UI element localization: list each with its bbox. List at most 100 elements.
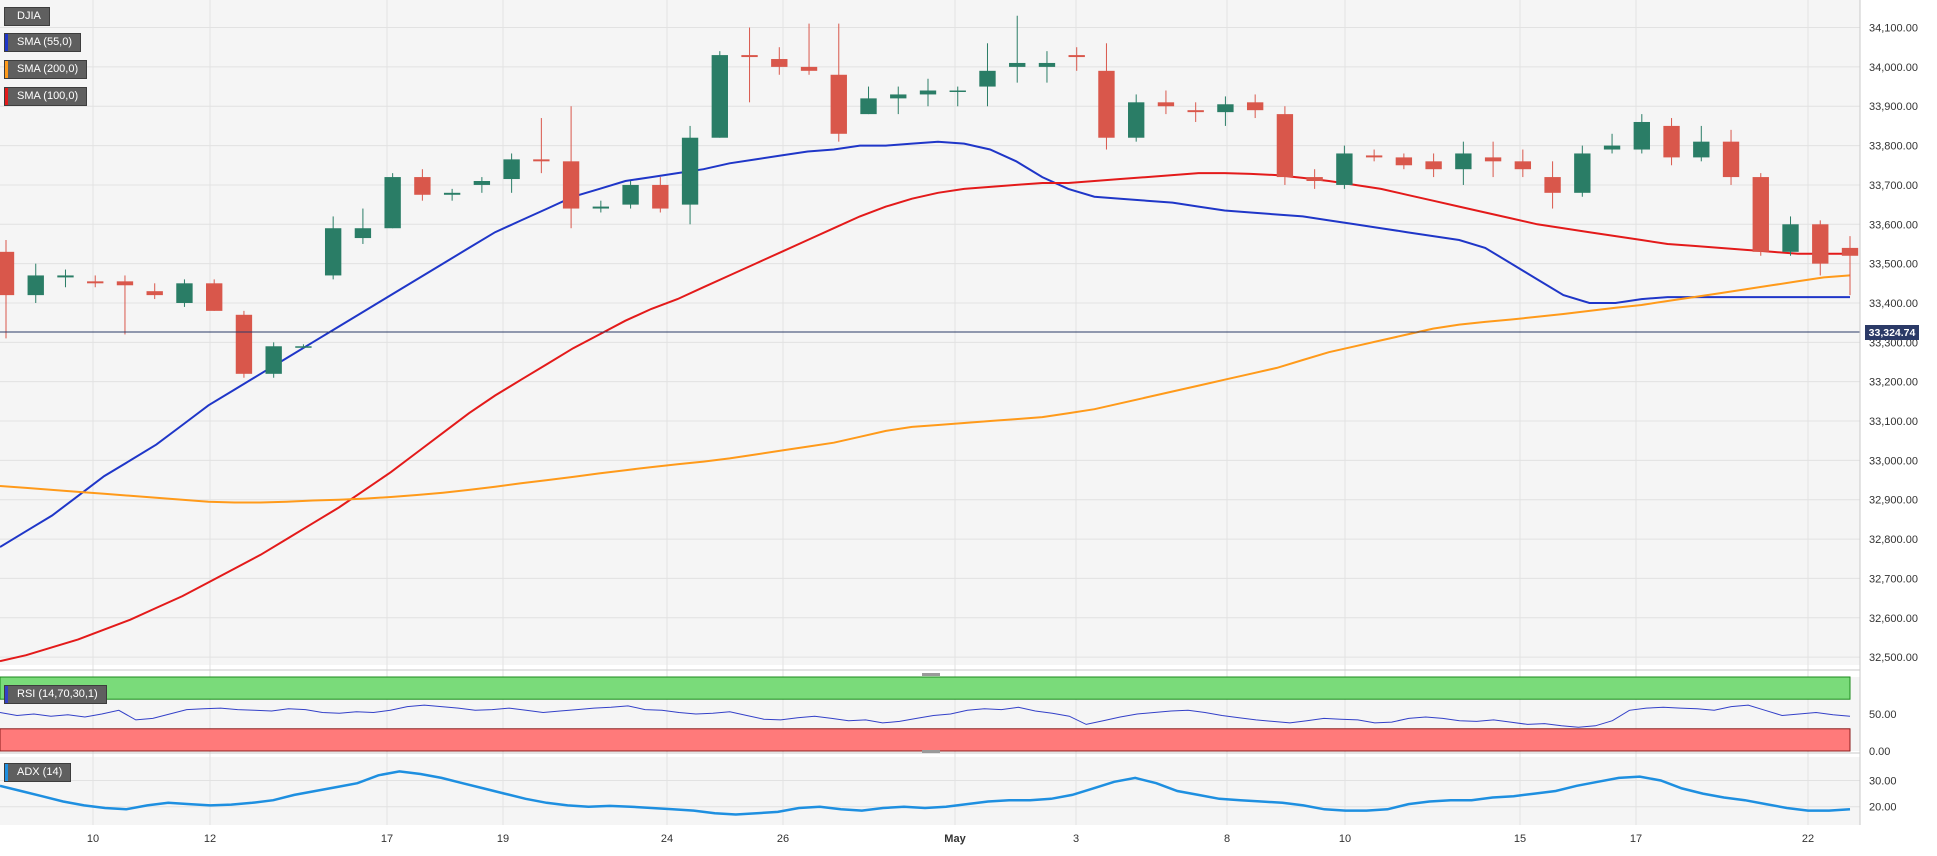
candle-body xyxy=(711,55,728,138)
candle-body xyxy=(0,251,15,296)
candle-body xyxy=(265,346,282,374)
x-tick-label: 10 xyxy=(1339,833,1351,845)
candle-body xyxy=(1068,55,1085,58)
candle-body xyxy=(1217,104,1234,113)
pane-resize-handle-adx[interactable] xyxy=(922,750,940,753)
candle-body xyxy=(652,184,669,209)
legend-symbol[interactable]: DJIA xyxy=(4,7,50,26)
candle-body xyxy=(1365,155,1383,158)
candle-body xyxy=(206,283,223,311)
x-tick-label: 3 xyxy=(1073,833,1079,845)
candle-body xyxy=(741,55,758,58)
sma55-swatch xyxy=(5,34,8,51)
x-tick-label: 15 xyxy=(1514,833,1526,845)
candle-body xyxy=(1782,224,1799,252)
rsi-oversold-band xyxy=(0,728,1851,752)
y-tick-label: 33,500.00 xyxy=(1869,259,1918,271)
candle-body xyxy=(1098,70,1115,138)
candle-body xyxy=(384,177,401,229)
candle-body xyxy=(1128,102,1145,138)
candle-body xyxy=(87,281,104,284)
candle-body xyxy=(919,90,937,95)
candle-body xyxy=(176,283,193,303)
rsi-label: RSI (14,70,30,1) xyxy=(17,688,98,700)
candle-body xyxy=(1395,157,1413,166)
legend-rsi[interactable]: RSI (14,70,30,1) xyxy=(4,685,107,704)
y-tick-label: 32,700.00 xyxy=(1869,573,1918,585)
candle-body xyxy=(1455,153,1472,170)
candle-body xyxy=(562,161,580,209)
rsi-overbought-band xyxy=(0,676,1851,700)
candle-body xyxy=(1574,153,1591,193)
candle-body xyxy=(1246,102,1264,111)
x-tick-label: 24 xyxy=(661,833,673,845)
rsi-swatch xyxy=(5,686,8,703)
adx-y-tick-label: 20.00 xyxy=(1869,802,1897,814)
x-tick-label: 8 xyxy=(1224,833,1230,845)
sma200-label: SMA (200,0) xyxy=(17,63,79,75)
sma55-label: SMA (55,0) xyxy=(17,36,73,48)
rsi-line xyxy=(0,704,1851,728)
y-tick-label: 33,200.00 xyxy=(1869,377,1918,389)
candle-body xyxy=(1752,177,1769,252)
x-tick-label: 26 xyxy=(777,833,789,845)
candle-body xyxy=(1276,114,1294,178)
candle-body xyxy=(771,59,788,67)
candle-body xyxy=(1336,153,1353,185)
candle-body xyxy=(1663,125,1680,158)
candle-body xyxy=(1157,102,1175,107)
last-price-label: 33,324.74 xyxy=(1869,327,1916,339)
legend-sma200[interactable]: SMA (200,0) xyxy=(4,60,88,79)
x-tick-label: 10 xyxy=(87,833,99,845)
sma100-line xyxy=(0,172,1850,663)
y-tick-label: 34,100.00 xyxy=(1869,23,1918,35)
candle-body xyxy=(57,275,74,278)
x-tick-label: 17 xyxy=(1630,833,1642,845)
sma200-line xyxy=(0,274,1851,504)
candle-body xyxy=(1038,62,1056,67)
candle-body xyxy=(622,184,639,205)
candle-body xyxy=(979,70,996,87)
candle-body xyxy=(949,90,966,93)
legend-sma100[interactable]: SMA (100,0) xyxy=(4,87,88,106)
candle-body xyxy=(1633,121,1650,150)
candle-body xyxy=(1306,177,1323,182)
candle-body xyxy=(800,66,818,71)
x-tick-label: May xyxy=(944,833,966,845)
legend-adx[interactable]: ADX (14) xyxy=(4,763,72,782)
symbol-label: DJIA xyxy=(17,10,41,22)
y-tick-label: 33,300.00 xyxy=(1869,337,1918,349)
candle-body xyxy=(1603,145,1621,150)
candle-body xyxy=(324,228,342,276)
candle-body xyxy=(295,346,312,348)
candle-body xyxy=(503,159,520,180)
candle-body xyxy=(1009,62,1026,67)
pane-resize-handle-rsi[interactable] xyxy=(922,673,940,676)
candle-body xyxy=(1484,157,1502,162)
y-tick-label: 32,800.00 xyxy=(1869,534,1918,546)
candle-body xyxy=(592,206,610,209)
y-axis: 34,100.00 34,000.00 33,900.00 33,800.00 33,7… xyxy=(1869,23,1918,814)
y-tick-label: 33,000.00 xyxy=(1869,455,1918,467)
adx-y-tick-label: 30.00 xyxy=(1869,776,1897,788)
oscillator-lines xyxy=(0,704,1851,816)
candle-body xyxy=(1722,141,1740,178)
candle-body xyxy=(890,94,907,99)
candles xyxy=(0,15,1859,378)
candle-body xyxy=(1425,161,1442,170)
y-tick-label: 33,700.00 xyxy=(1869,180,1918,192)
candle-body xyxy=(27,275,44,296)
x-tick-label: 22 xyxy=(1802,833,1814,845)
x-tick-label: 17 xyxy=(381,833,393,845)
y-tick-label: 33,400.00 xyxy=(1869,298,1918,310)
sma100-swatch xyxy=(5,88,8,105)
y-tick-label: 32,500.00 xyxy=(1869,652,1918,664)
candle-body xyxy=(354,228,372,239)
candle-body xyxy=(1544,177,1561,193)
y-tick-label: 33,100.00 xyxy=(1869,416,1918,428)
candle-body xyxy=(1187,110,1204,113)
y-tick-label: 34,000.00 xyxy=(1869,62,1918,74)
legend-sma55[interactable]: SMA (55,0) xyxy=(4,33,82,52)
